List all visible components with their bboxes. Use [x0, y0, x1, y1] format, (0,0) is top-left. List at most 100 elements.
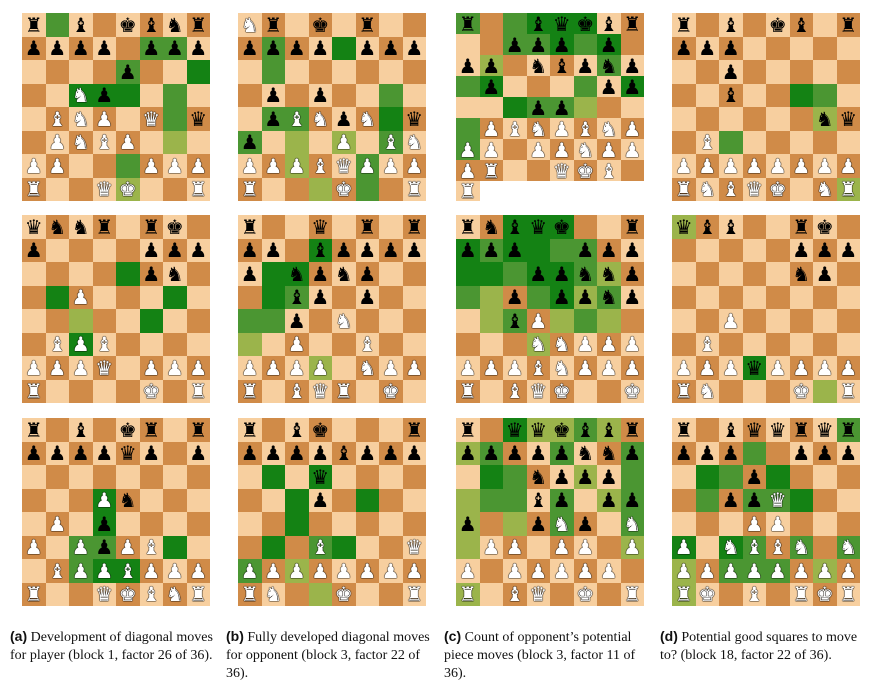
- square-b4: ♟: [45, 512, 69, 536]
- white-pawn-icon: ♟: [165, 558, 184, 583]
- square-f2: ♟: [573, 356, 597, 380]
- square-h8: ♜: [620, 215, 644, 239]
- white-pawn-icon: ♟: [264, 558, 283, 583]
- square-d4: ♟: [92, 512, 116, 536]
- heat-overlay: [379, 107, 403, 131]
- heat-overlay: [479, 262, 503, 286]
- black-pawn-icon: ♟: [311, 261, 330, 286]
- white-knight-icon: ♞: [552, 355, 571, 380]
- white-pawn-icon: ♟: [71, 355, 90, 380]
- square-d8: [742, 13, 766, 37]
- square-h3: ♟: [620, 535, 644, 559]
- square-a4: ♟: [456, 512, 480, 536]
- square-b6: [261, 262, 285, 286]
- square-a7: ♟: [456, 441, 480, 465]
- square-e1: ♚: [116, 177, 140, 201]
- square-f5: ♟: [355, 285, 379, 309]
- black-bishop-icon: ♝: [721, 83, 740, 108]
- square-f1: ♝: [139, 582, 163, 606]
- square-h1: ♜: [402, 177, 426, 201]
- white-pawn-icon: ♟: [240, 153, 259, 178]
- white-pawn-icon: ♟: [189, 558, 208, 583]
- square-f3: [355, 535, 379, 559]
- square-f8: ♜: [355, 13, 379, 37]
- square-d4: [742, 107, 766, 131]
- white-pawn-icon: ♟: [674, 153, 693, 178]
- square-c5: [503, 488, 527, 512]
- white-bishop-icon: ♝: [48, 332, 67, 357]
- square-d5: ♟: [92, 488, 116, 512]
- square-a5: [238, 488, 262, 512]
- black-pawn-icon: ♟: [792, 441, 811, 466]
- black-pawn-icon: ♟: [839, 238, 858, 263]
- heat-overlay: [503, 418, 527, 442]
- square-h4: ♛: [836, 107, 860, 131]
- square-h5: [836, 285, 860, 309]
- square-g5: ♞: [597, 285, 621, 309]
- square-e4: [116, 512, 140, 536]
- heat-overlay: [456, 262, 480, 286]
- heat-overlay: [379, 130, 403, 154]
- square-b6: [261, 465, 285, 489]
- square-h2: ♟: [402, 356, 426, 380]
- heat-overlay: [163, 83, 187, 107]
- square-a3: ♟: [238, 130, 262, 154]
- heat-overlay: [742, 559, 766, 583]
- square-c2: ♟: [503, 356, 527, 380]
- white-pawn-icon: ♟: [792, 558, 811, 583]
- black-knight-icon: ♞: [482, 214, 501, 239]
- square-h1: ♚: [620, 379, 644, 403]
- square-b3: [479, 332, 503, 356]
- square-g8: [379, 215, 403, 239]
- square-d4: [92, 309, 116, 333]
- square-c7: ♟: [503, 441, 527, 465]
- white-rook-icon: ♜: [24, 177, 43, 202]
- heat-overlay: [355, 154, 379, 178]
- square-c4: [719, 107, 743, 131]
- square-b6: [479, 465, 503, 489]
- square-d2: ♟: [526, 559, 550, 583]
- black-rook-icon: ♜: [458, 214, 477, 239]
- square-f7: [789, 36, 813, 60]
- square-c3: [719, 130, 743, 154]
- white-knight-icon: ♞: [358, 106, 377, 131]
- square-e7: [766, 441, 790, 465]
- heat-overlay: [456, 285, 480, 309]
- black-queen-icon: ♛: [311, 464, 330, 489]
- white-pawn-icon: ♟: [118, 130, 137, 155]
- black-king-icon: ♚: [165, 214, 184, 239]
- square-c4: ♞: [69, 107, 93, 131]
- square-f7: ♟: [139, 238, 163, 262]
- square-d2: ♛: [742, 356, 766, 380]
- white-king-icon: ♚: [576, 582, 595, 607]
- square-b4: ♝: [45, 107, 69, 131]
- white-pawn-icon: ♟: [698, 355, 717, 380]
- heat-overlay: [92, 512, 116, 536]
- white-pawn-icon: ♟: [721, 308, 740, 333]
- black-rook-icon: ♜: [839, 417, 858, 442]
- white-pawn-icon: ♟: [576, 332, 595, 357]
- white-queen-icon: ♛: [95, 582, 114, 607]
- square-h5: [186, 83, 210, 107]
- square-g3: [597, 535, 621, 559]
- square-g4: ♞: [813, 107, 837, 131]
- white-knight-icon: ♞: [623, 511, 642, 536]
- black-pawn-icon: ♟: [815, 441, 834, 466]
- square-e8: ♚: [116, 13, 140, 37]
- square-f4: [139, 512, 163, 536]
- black-knight-icon: ♞: [599, 441, 618, 466]
- square-d5: [742, 83, 766, 107]
- square-b7: ♟: [479, 441, 503, 465]
- square-a1: ♜: [238, 379, 262, 403]
- white-pawn-icon: ♟: [599, 137, 618, 162]
- black-pawn-icon: ♟: [529, 261, 548, 286]
- black-pawn-icon: ♟: [334, 238, 353, 263]
- square-h5: [402, 83, 426, 107]
- heat-overlay: [479, 465, 503, 489]
- heat-overlay: [550, 285, 574, 309]
- black-pawn-icon: ♟: [142, 36, 161, 61]
- white-bishop-icon: ♝: [505, 116, 524, 141]
- square-c3: ♟: [69, 332, 93, 356]
- white-pawn-icon: ♟: [240, 558, 259, 583]
- square-a6: [22, 262, 46, 286]
